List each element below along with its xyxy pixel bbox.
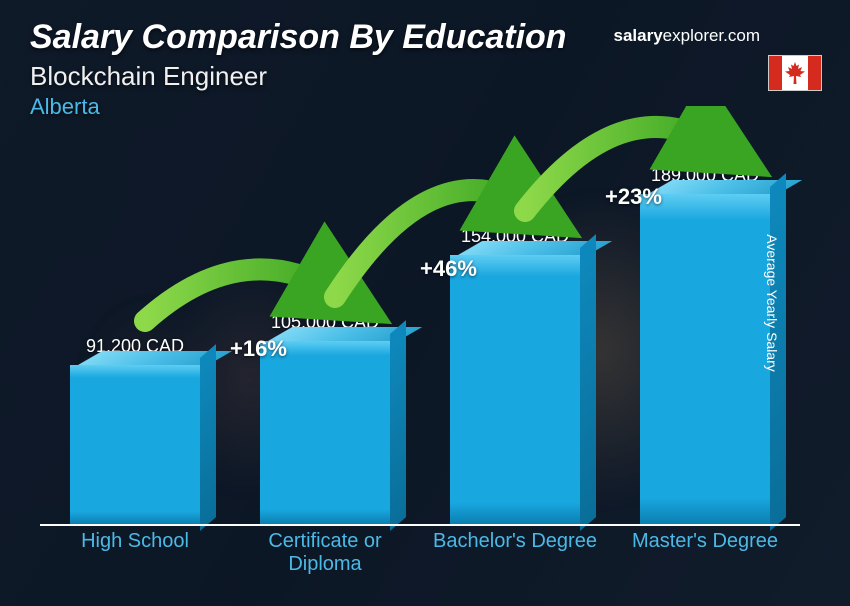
bar-group: 189,000 CAD [630,165,780,524]
page-title: Salary Comparison By Education [30,18,567,57]
x-labels-container: High SchoolCertificate or DiplomaBachelo… [40,530,800,586]
x-axis-label: High School [45,530,225,586]
increase-badge: +16% [230,336,287,362]
bar [640,194,770,524]
y-axis-label: Average Yearly Salary [763,234,779,372]
flag-leaf-icon [782,56,808,90]
flag-stripe-left [769,56,782,90]
header: Salary Comparison By Education Blockchai… [30,18,567,120]
salary-chart: 91,200 CAD105,000 CAD154,000 CAD189,000 … [40,106,800,586]
bar [260,341,390,524]
flag-canada-icon [768,55,822,91]
subtitle: Blockchain Engineer [30,61,567,92]
flag-stripe-right [808,56,821,90]
brand-label: salaryexplorer.com [614,26,761,46]
x-axis-label: Master's Degree [615,530,795,586]
bar [70,365,200,524]
brand-prefix: salary [614,26,663,45]
brand-suffix: explorer.com [663,26,760,45]
x-axis-label: Bachelor's Degree [425,530,605,586]
increase-badge: +46% [420,256,477,282]
bar [450,255,580,524]
x-axis-label: Certificate or Diploma [235,530,415,586]
increase-badge: +23% [605,184,662,210]
region-label: Alberta [30,94,567,120]
bar-group: 91,200 CAD [60,336,210,524]
x-axis-line [40,524,800,526]
bars-container: 91,200 CAD105,000 CAD154,000 CAD189,000 … [40,164,800,524]
